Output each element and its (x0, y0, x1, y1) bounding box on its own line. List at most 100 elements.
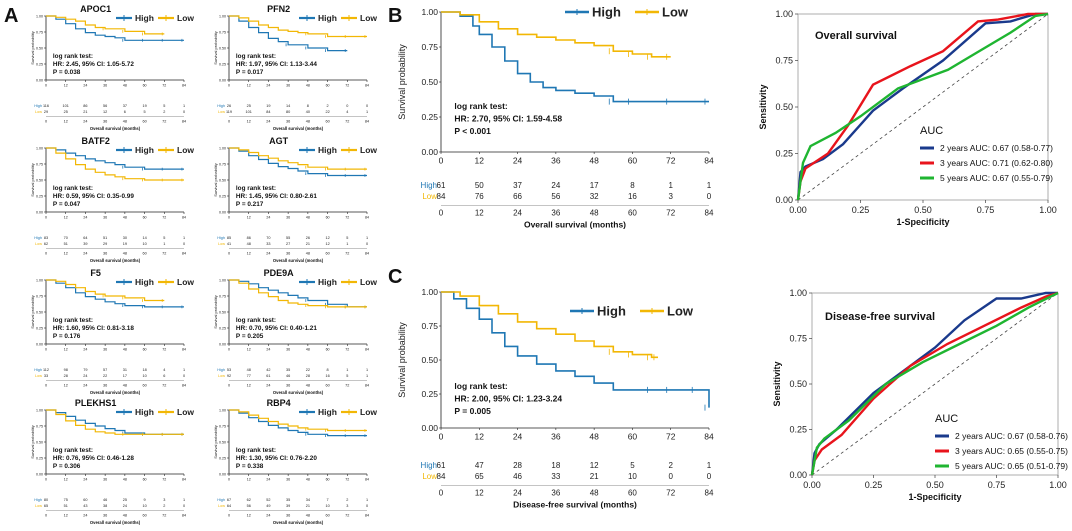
risk-count: 30 (123, 236, 127, 240)
x-tick-label: 0 (45, 348, 47, 352)
y-tick-label: 1.00 (421, 287, 438, 297)
x-tick-label: 0 (228, 348, 230, 352)
y-tick-label: 1.00 (36, 146, 43, 150)
y-tick-label: 0.00 (219, 472, 226, 476)
risk-count: 46 (513, 472, 522, 481)
plot-title: BATF2 (82, 136, 110, 146)
panel-label-a: A (4, 5, 18, 27)
risk-x-tick-label: 0 (228, 119, 230, 123)
risk-count: 52 (266, 498, 270, 502)
stat-line: HR: 2.45, 95% CI: 1.05-5.72 (53, 61, 134, 68)
x-tick-label: 12 (64, 84, 68, 88)
x-tick-label: 24 (83, 348, 87, 352)
km-plot-rbp4: 0.000.250.500.751.000 12 24 36 48 60 72 84Survi… (213, 398, 377, 525)
km-curve-high (229, 279, 367, 308)
risk-count: 61 (437, 181, 446, 190)
risk-count: 10 (142, 374, 146, 378)
x-tick-label: 36 (551, 156, 561, 166)
x-tick-label: 24 (266, 216, 270, 220)
risk-x-tick-label: 12 (64, 251, 68, 255)
risk-count: 84 (437, 192, 446, 201)
plot-title: PDE9A (264, 268, 295, 278)
risk-count: 112 (43, 368, 49, 372)
stat-line: log rank test: (454, 101, 508, 111)
risk-count: 1 (163, 242, 165, 246)
x-tick-label: 48 (589, 156, 599, 166)
risk-count: 37 (513, 181, 522, 190)
legend-label-3y: 3 years AUC: 0.65 (0.55-0.75) (955, 446, 1068, 456)
risk-count: 37 (123, 104, 127, 108)
risk-count: 92 (227, 374, 231, 378)
x-tick-label: 12 (247, 84, 251, 88)
risk-count: 56 (551, 192, 560, 201)
legend-label-low: Low (177, 277, 194, 287)
risk-count: 12 (103, 110, 107, 114)
y-tick-label: 0.75 (36, 424, 43, 428)
risk-x-tick-label: 36 (103, 119, 107, 123)
risk-count: 98 (64, 368, 68, 372)
x-tick-label: 84 (182, 478, 186, 482)
x-tick-label: 60 (628, 156, 638, 166)
risk-count: 12 (325, 236, 329, 240)
risk-x-tick-label: 48 (306, 383, 310, 387)
km-curve-high (441, 291, 710, 408)
risk-count: 85 (227, 236, 231, 240)
risk-x-tick-label: 0 (45, 251, 47, 255)
risk-x-tick-label: 72 (666, 489, 675, 498)
risk-row-label-high: High (217, 104, 225, 108)
risk-x-tick-label: 0 (228, 251, 230, 255)
legend-label-high: High (318, 277, 337, 287)
y-tick-label: 0.75 (36, 294, 43, 298)
y-tick-label: 0.50 (421, 355, 438, 365)
risk-count: 1 (366, 368, 368, 372)
plot-title: APOC1 (80, 4, 111, 14)
y-axis-label: Survival probability (397, 322, 407, 398)
risk-count: 0 (707, 472, 712, 481)
panel-label-c: C (388, 266, 402, 288)
legend-label-high: High (318, 407, 337, 417)
risk-x-tick-label: 60 (142, 251, 146, 255)
x-tick-label: 0.25 (852, 205, 870, 215)
risk-count: 8 (630, 181, 635, 190)
x-tick-label: 0 (45, 216, 47, 220)
y-axis-label: Survival probability (397, 44, 407, 120)
x-tick-label: 0 (45, 478, 47, 482)
x-tick-label: 0.75 (988, 480, 1006, 490)
km-plot-pde9a: 0.00 0.25 0.50 0.75 1.00 0 12 24 36 48 60 72 84 Survi… (213, 268, 377, 395)
y-tick-label: 0.00 (421, 423, 438, 433)
y-tick-label: 0.50 (36, 178, 43, 182)
y-tick-label: 0.75 (219, 30, 226, 34)
x-tick-label: 0.25 (865, 480, 883, 490)
risk-x-tick-label: 72 (162, 119, 166, 123)
risk-row-label-high: High (34, 498, 42, 502)
risk-row-label-low: Low (218, 374, 225, 378)
risk-count: 12 (590, 461, 599, 470)
risk-count: 24 (551, 181, 560, 190)
y-tick-label: 0.00 (219, 210, 226, 214)
risk-count: 18 (551, 461, 560, 470)
risk-x-tick-label: 12 (475, 489, 484, 498)
risk-count: 80 (44, 498, 48, 502)
km-curve-low (441, 291, 658, 359)
risk-x-tick-label: 84 (705, 209, 714, 218)
plot-title: PLEKHS1 (75, 398, 117, 408)
x-axis-label: Overall survival (months) (90, 258, 141, 263)
risk-x-tick-label: 0 (439, 209, 444, 218)
x-tick-label: 84 (365, 216, 369, 220)
risk-x-tick-label: 72 (345, 251, 349, 255)
risk-count: 48 (247, 368, 251, 372)
risk-x-tick-label: 48 (123, 119, 127, 123)
x-tick-label: 12 (247, 348, 251, 352)
roc-plot-overall-survival: 0.00 0.25 0.50 0.75 1.00 0.00 0.25 0.50 0.75 1.00… (758, 9, 1057, 227)
y-tick-label: 0.75 (775, 56, 793, 66)
x-tick-label: 60 (326, 84, 330, 88)
km-curve-low (441, 11, 671, 58)
risk-count: 28 (306, 374, 310, 378)
risk-x-tick-label: 48 (590, 209, 599, 218)
x-tick-label: 0.00 (789, 205, 807, 215)
x-tick-label: 72 (162, 348, 166, 352)
km-curve-low (229, 409, 367, 432)
y-tick-label: 0.25 (219, 456, 226, 460)
risk-count: 1 (366, 498, 368, 502)
legend-label-low: Low (177, 13, 194, 23)
